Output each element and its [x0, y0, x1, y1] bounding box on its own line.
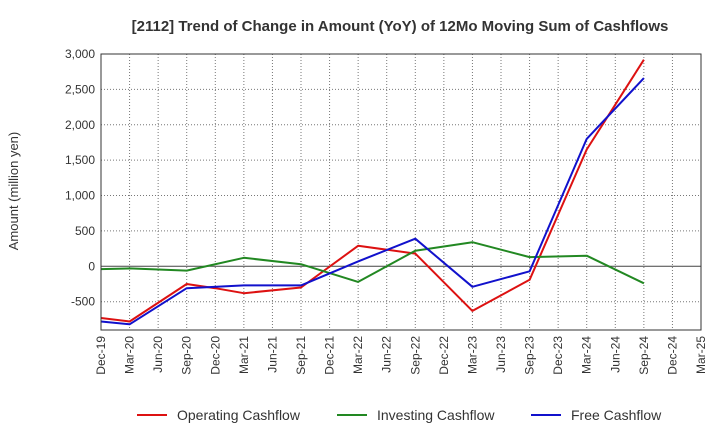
legend-label: Operating Cashflow	[177, 407, 301, 423]
chart-title: [2112] Trend of Change in Amount (YoY) o…	[132, 18, 669, 35]
series-group	[100, 59, 645, 326]
legend[interactable]: Operating Cashflow Investing Cashflow Free…	[137, 407, 662, 423]
legend-label: Investing Cashflow	[377, 407, 495, 423]
plot-frame	[100, 53, 702, 331]
legend-item[interactable]: Investing Cashflow	[337, 407, 495, 423]
x-tick-label: Sep-21	[294, 336, 308, 375]
x-tick-label: Sep-23	[523, 336, 537, 375]
legend-item[interactable]: Free Cashflow	[531, 407, 662, 423]
x-tick-label: Mar-21	[237, 336, 251, 374]
x-tick-label: Jun-22	[380, 336, 394, 373]
y-tick-label: 1,000	[65, 189, 95, 203]
x-tick-label: Jun-20	[151, 336, 165, 373]
x-tick-label: Sep-22	[408, 336, 422, 375]
legend-label: Free Cashflow	[571, 407, 662, 423]
x-tick-label: Sep-20	[180, 336, 194, 375]
x-tick-label: Jun-21	[265, 336, 279, 373]
y-tick-label: -500	[71, 295, 95, 309]
x-tick-label: Dec-20	[208, 336, 222, 375]
series-line	[100, 77, 645, 326]
y-tick-label: 500	[75, 224, 95, 238]
y-tick-label: 2,500	[65, 82, 95, 96]
series-line	[100, 241, 645, 285]
x-tick-label: Sep-24	[637, 336, 651, 375]
legend-item[interactable]: Operating Cashflow	[137, 407, 301, 423]
y-tick-labels: -500 0 500 1,000 1,500 2,000 2,500 3,000	[65, 47, 95, 309]
y-tick-label: 1,500	[65, 153, 95, 167]
x-tick-label: Dec-22	[437, 336, 451, 375]
series-line	[100, 59, 645, 323]
x-tick-label: Mar-22	[351, 336, 365, 374]
x-tick-label: Dec-19	[94, 336, 108, 375]
x-tick-label: Mar-23	[465, 336, 479, 374]
y-tick-label: 3,000	[65, 47, 95, 61]
x-tick-label: Dec-23	[551, 336, 565, 375]
x-tick-label: Dec-21	[323, 336, 337, 375]
x-tick-label: Mar-20	[123, 336, 137, 374]
x-tick-label: Mar-24	[580, 336, 594, 374]
y-axis-label: Amount (million yen)	[6, 132, 21, 251]
y-tick-label: 2,000	[65, 118, 95, 132]
x-tick-label: Jun-23	[494, 336, 508, 373]
x-tick-label: Mar-25	[694, 336, 708, 374]
x-tick-label: Dec-24	[665, 336, 679, 375]
x-tick-labels: Dec-19 Mar-20 Jun-20 Sep-20 Dec-20 Mar-21 Jun-…	[94, 336, 708, 375]
y-tick-label: 0	[88, 259, 95, 273]
x-tick-label: Jun-24	[608, 336, 622, 373]
